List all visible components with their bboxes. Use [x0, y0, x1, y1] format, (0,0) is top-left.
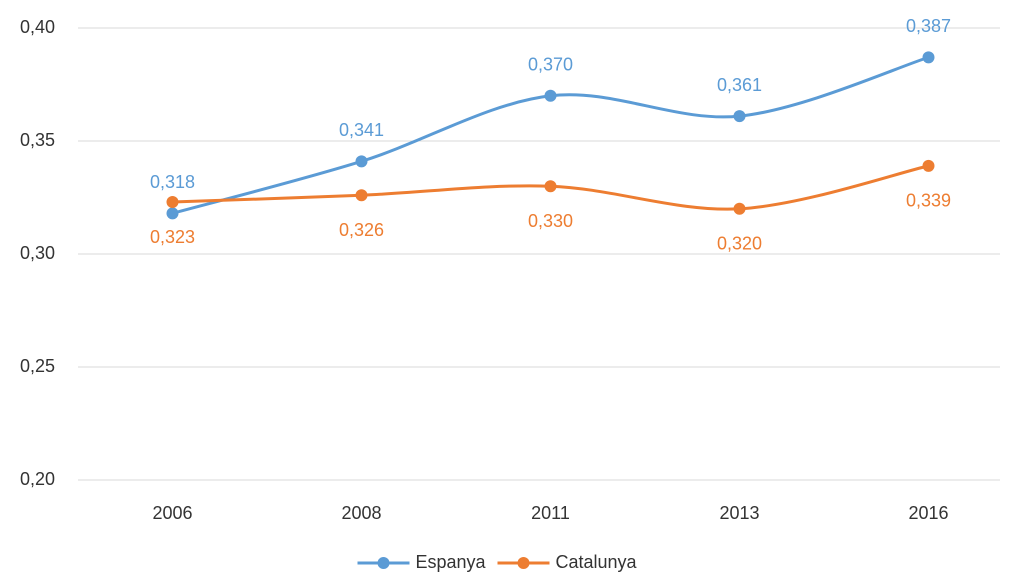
data-label: 0,326 — [339, 220, 384, 240]
data-point — [355, 189, 368, 202]
x-tick-label: 2011 — [531, 503, 570, 523]
data-label: 0,330 — [528, 211, 573, 231]
data-label: 0,320 — [717, 234, 762, 254]
data-label: 0,323 — [150, 227, 195, 247]
legend-marker — [517, 557, 530, 569]
x-tick-label: 2013 — [719, 503, 759, 523]
y-tick-label: 0,25 — [20, 356, 55, 376]
y-tick-label: 0,20 — [20, 469, 55, 489]
x-tick-label: 2006 — [152, 503, 192, 523]
data-point — [166, 196, 179, 209]
legend-label: Espanya — [416, 552, 487, 572]
legend-label: Catalunya — [556, 552, 638, 572]
data-point — [544, 89, 557, 102]
data-point — [922, 51, 935, 64]
data-label: 0,370 — [528, 55, 573, 75]
data-label: 0,387 — [906, 16, 951, 36]
data-label: 0,361 — [717, 75, 762, 95]
data-label: 0,339 — [906, 191, 951, 211]
y-tick-label: 0,30 — [20, 243, 55, 263]
x-tick-label: 2008 — [341, 503, 381, 523]
x-tick-label: 2016 — [908, 503, 948, 523]
data-point — [733, 202, 746, 215]
data-point — [733, 110, 746, 123]
data-point — [355, 155, 368, 168]
legend-marker — [377, 557, 390, 569]
data-label: 0,341 — [339, 120, 384, 140]
data-point — [166, 207, 179, 220]
data-point — [544, 180, 557, 193]
data-point — [922, 159, 935, 172]
y-tick-label: 0,35 — [20, 130, 55, 150]
y-tick-label: 0,40 — [20, 17, 55, 37]
data-label: 0,318 — [150, 172, 195, 192]
